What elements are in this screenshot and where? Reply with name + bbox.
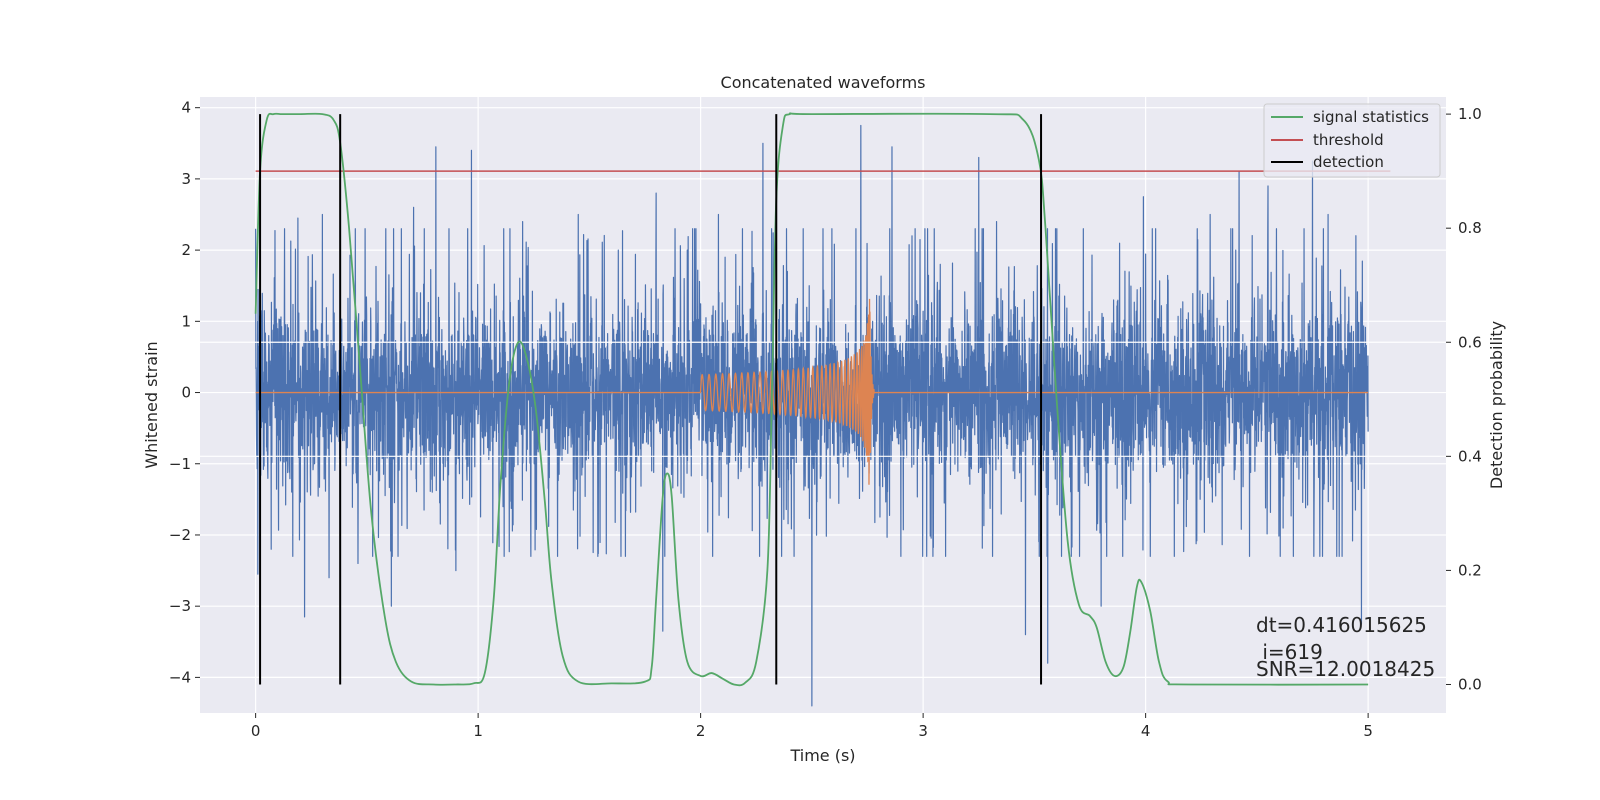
- legend: signal statistics threshold detection: [1263, 103, 1441, 178]
- y-tick-label-1: 3: [181, 170, 191, 188]
- x-tick-label-1: 1: [473, 722, 483, 740]
- x-tick-label-3: 3: [918, 722, 928, 740]
- y-tick-label-8: −4: [169, 668, 191, 686]
- annotation-snr: SNR=12.0018425: [1256, 657, 1435, 681]
- y-tick-label-0: 4: [181, 99, 191, 117]
- y2-tick-label-2: 0.6: [1458, 333, 1482, 351]
- y-tick-label-6: −2: [169, 526, 191, 544]
- legend-box: [1263, 103, 1441, 178]
- axes: 0 1 2 3 4 5 4 3 2 1 0 −1 −2 −3 −4 1.0 0.8 0.6 0.4 0.2 0.0: [169, 99, 1482, 740]
- y-tick-label-7: −3: [169, 597, 191, 615]
- series-whitened-strain: [255, 124, 1369, 707]
- y2-tick-label-3: 0.4: [1458, 447, 1482, 465]
- x-tick-label-5: 5: [1363, 722, 1373, 740]
- legend-label-threshold: threshold: [1313, 131, 1384, 149]
- y-tick-label-2: 2: [181, 241, 191, 259]
- annotation-dt: dt=0.416015625: [1256, 613, 1427, 637]
- legend-label-signal-statistics: signal statistics: [1313, 108, 1429, 126]
- annotations: dt=0.416015625 i=619 SNR=12.0018425: [1256, 613, 1435, 681]
- chart-title: Concatenated waveforms: [721, 73, 926, 92]
- y2-tick-label-4: 0.2: [1458, 561, 1482, 579]
- y-tick-label-5: −1: [169, 455, 191, 473]
- series-injected-chirp: [255, 298, 1369, 485]
- legend-label-detection: detection: [1313, 153, 1384, 171]
- y2-axis-label: Detection probability: [1487, 321, 1506, 489]
- data-layer: [200, 112, 1446, 707]
- y2-tick-label-0: 1.0: [1458, 105, 1482, 123]
- x-axis-label: Time (s): [789, 746, 855, 765]
- y2-tick-label-1: 0.8: [1458, 219, 1482, 237]
- x-tick-label-0: 0: [251, 722, 261, 740]
- x-tick-label-4: 4: [1141, 722, 1151, 740]
- y-tick-label-4: 0: [181, 384, 191, 402]
- annotation-i: i=619: [1256, 640, 1323, 664]
- x-tick-label-2: 2: [696, 722, 706, 740]
- y2-tick-label-5: 0.0: [1458, 675, 1482, 693]
- series-signal-statistics: [254, 112, 1369, 687]
- y-tick-label-3: 1: [181, 312, 191, 330]
- y-axis-label: Whitened strain: [142, 341, 161, 468]
